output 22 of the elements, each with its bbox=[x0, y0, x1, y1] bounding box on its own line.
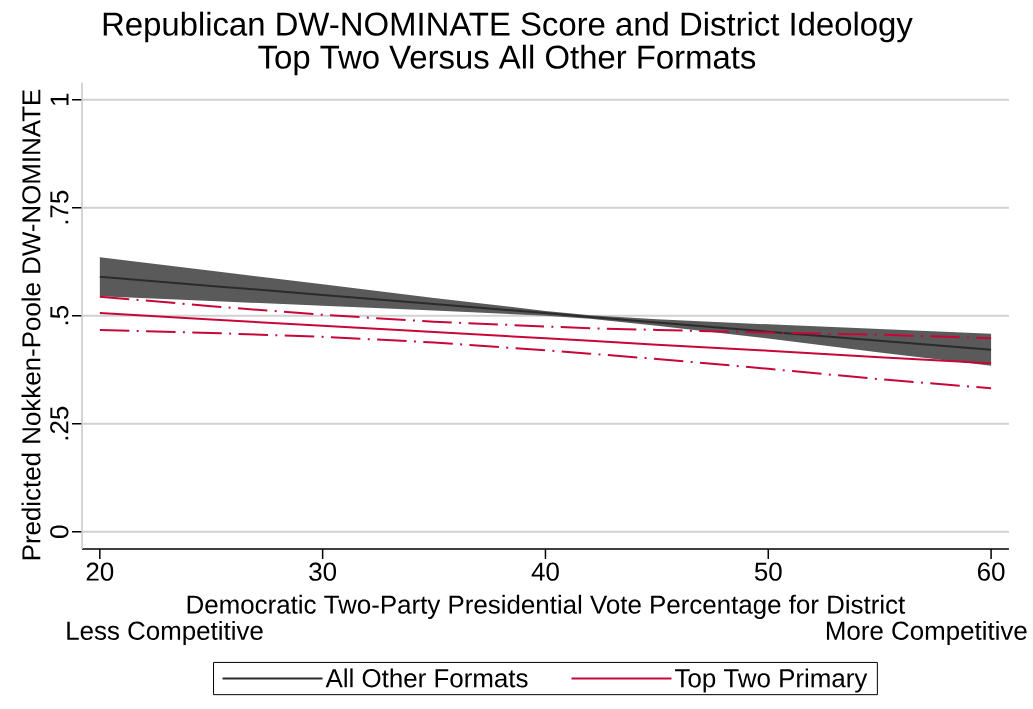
line-series bbox=[98, 328, 993, 390]
legend-label: Top Two Primary bbox=[675, 668, 868, 693]
chart-subtitle: Top Two Versus All Other Formats bbox=[258, 44, 756, 76]
line-series bbox=[98, 295, 993, 340]
x-tick-label: 60 bbox=[977, 562, 1005, 581]
x-tick-label: 40 bbox=[531, 562, 559, 581]
text: More Competitive bbox=[826, 620, 1027, 646]
x-tick-label: 20 bbox=[86, 562, 114, 581]
legend-label: All Other Formats bbox=[325, 668, 528, 688]
chart-title: Republican DW-NOMINATE Score and District Ideology bbox=[103, 11, 913, 43]
x-tick-label: 50 bbox=[754, 562, 782, 581]
y-tick-label: .25 bbox=[50, 406, 69, 440]
x-axis-title: Democratic Two-Party Presidential Vote Percentage for District bbox=[187, 594, 906, 619]
y-tick-label: .5 bbox=[50, 305, 69, 325]
y-axis-title: Predicted Nokken-Poole DW-NOMINATE bbox=[21, 89, 41, 560]
y-tick-label: 0 bbox=[50, 525, 69, 538]
x-tick-label: 30 bbox=[309, 562, 337, 581]
y-tick-label: .75 bbox=[50, 190, 69, 224]
text: Less Competitive bbox=[67, 620, 263, 646]
line-series bbox=[98, 312, 993, 365]
line-series bbox=[98, 275, 993, 351]
y-tick-label: 1 bbox=[50, 93, 69, 105]
